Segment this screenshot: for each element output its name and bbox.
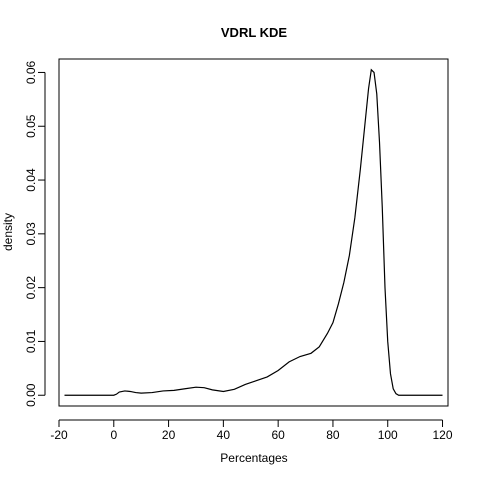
x-tick-label: 100 xyxy=(378,428,398,442)
y-tick-label: 0.03 xyxy=(24,222,38,246)
y-tick-label: 0.00 xyxy=(24,383,38,407)
y-tick-label: 0.05 xyxy=(24,114,38,138)
density-series-line xyxy=(64,68,443,396)
y-axis-label: density xyxy=(1,213,15,251)
y-tick-label: 0.01 xyxy=(24,329,38,353)
x-tick-label: 20 xyxy=(162,428,176,442)
y-axis: 0.00 0.01 0.02 0.03 0.04 0.05 0.06 xyxy=(24,60,46,407)
y-tick-label: 0.04 xyxy=(24,168,38,192)
plot-frame xyxy=(58,58,449,407)
x-axis: -20 0 20 40 60 80 100 120 xyxy=(50,419,453,442)
x-tick-label: -20 xyxy=(50,428,68,442)
x-axis-label: Percentages xyxy=(220,451,287,465)
x-tick-label: 120 xyxy=(433,428,453,442)
y-tick-label: 0.02 xyxy=(24,276,38,300)
x-tick-label: 40 xyxy=(217,428,231,442)
x-tick-label: 80 xyxy=(326,428,340,442)
x-tick-label: 0 xyxy=(110,428,117,442)
chart-title: VDRL KDE xyxy=(221,25,288,40)
x-tick-label: 60 xyxy=(271,428,285,442)
y-tick-label: 0.06 xyxy=(24,60,38,84)
